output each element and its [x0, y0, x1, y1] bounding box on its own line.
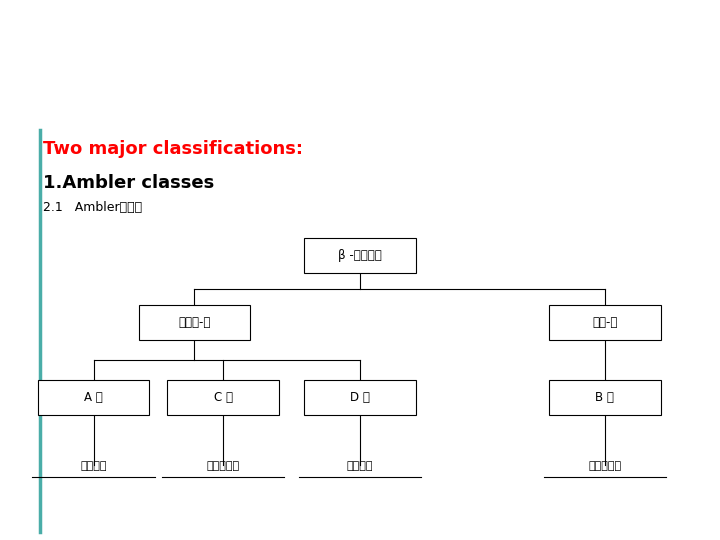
Text: D 类: D 类 [350, 391, 370, 404]
Text: 染色体编码: 染色体编码 [207, 461, 240, 471]
FancyBboxPatch shape [304, 380, 416, 415]
FancyBboxPatch shape [38, 380, 150, 415]
FancyBboxPatch shape [167, 380, 279, 415]
FancyBboxPatch shape [549, 305, 661, 340]
Text: 金属-酶: 金属-酶 [592, 316, 618, 329]
Text: 质粒编码: 质粒编码 [81, 461, 107, 471]
Text: β-Lactamases: β-Lactamases [22, 71, 216, 94]
Text: β -内酰胺酶: β -内酰胺酶 [338, 249, 382, 262]
Text: A 类: A 类 [84, 391, 103, 404]
Text: 质粒绉码: 质粒绉码 [347, 461, 373, 471]
Text: B 类: B 类 [595, 391, 614, 404]
Text: 3)Classification & Mechanism of: 3)Classification & Mechanism of [22, 18, 474, 42]
Text: 染色体编码: 染色体编码 [588, 461, 621, 471]
FancyBboxPatch shape [304, 238, 416, 273]
Text: 2.1   Ambler分类法: 2.1 Ambler分类法 [43, 201, 143, 214]
FancyBboxPatch shape [138, 305, 251, 340]
Text: 丝氨酸-酶: 丝氨酸-酶 [179, 316, 210, 329]
Text: C 类: C 类 [214, 391, 233, 404]
FancyBboxPatch shape [549, 380, 661, 415]
Text: 1.Ambler classes: 1.Ambler classes [43, 174, 215, 192]
Text: Two major classifications:: Two major classifications: [43, 140, 303, 158]
